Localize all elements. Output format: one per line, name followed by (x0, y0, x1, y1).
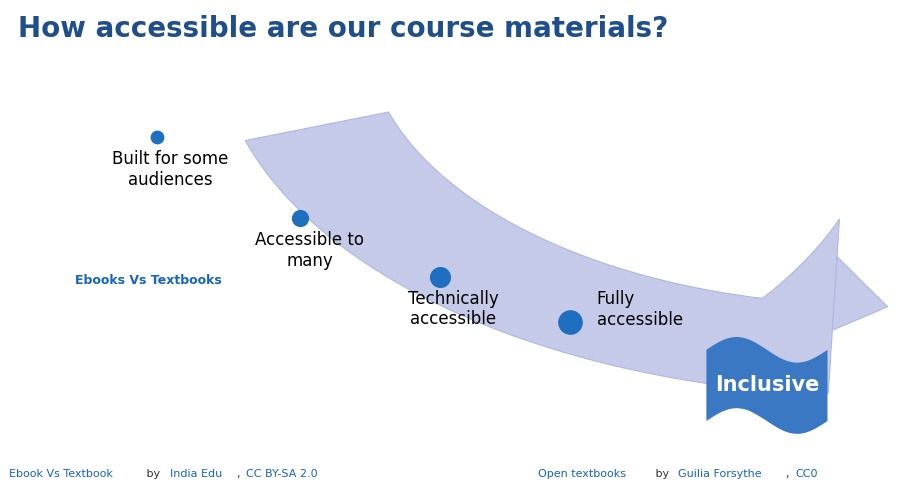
Text: Technically
accessible: Technically accessible (407, 290, 499, 328)
Text: Guilia Forsythe: Guilia Forsythe (678, 469, 762, 479)
Polygon shape (245, 112, 840, 420)
Text: Ebook Vs Textbook: Ebook Vs Textbook (9, 469, 113, 479)
Point (150, 134, 164, 141)
Text: Fully
accessible: Fully accessible (597, 290, 683, 329)
Text: by: by (143, 469, 163, 479)
Polygon shape (832, 257, 888, 330)
Text: ,: , (237, 469, 244, 479)
Text: India Edu: India Edu (170, 469, 222, 479)
Point (562, 318, 577, 326)
Text: Accessible to
many: Accessible to many (255, 231, 364, 270)
Point (432, 273, 447, 281)
Text: Inclusive: Inclusive (715, 376, 819, 395)
Polygon shape (706, 337, 827, 434)
Text: Open textbooks: Open textbooks (538, 469, 626, 479)
Text: How accessible are our course materials?: How accessible are our course materials? (18, 15, 668, 43)
Point (293, 215, 308, 222)
Text: CC BY-SA 2.0: CC BY-SA 2.0 (246, 469, 318, 479)
Text: Built for some
audiences: Built for some audiences (112, 150, 229, 189)
Text: Ebooks Vs Textbooks: Ebooks Vs Textbooks (74, 274, 222, 287)
Text: CC0: CC0 (796, 469, 818, 479)
Text: by: by (652, 469, 673, 479)
Text: ,: , (787, 469, 793, 479)
